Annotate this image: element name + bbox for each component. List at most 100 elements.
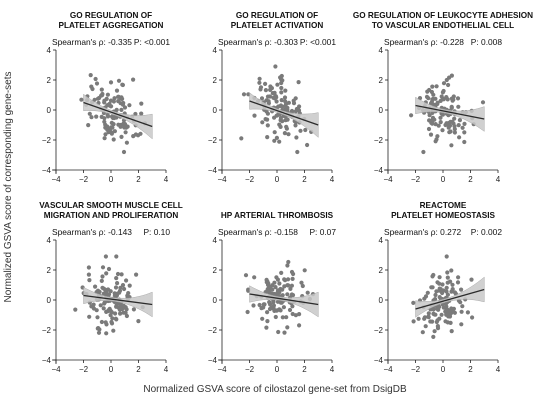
- data-point: [245, 309, 250, 315]
- data-point: [266, 281, 271, 286]
- p-value-label: P: 0.008: [471, 37, 503, 47]
- data-point: [119, 95, 124, 100]
- data-point: [297, 323, 302, 328]
- data-point: [282, 95, 288, 100]
- data-point: [271, 303, 276, 308]
- x-tick-label: 0: [109, 175, 114, 184]
- data-point: [275, 82, 280, 87]
- fit-line: [415, 288, 485, 310]
- x-tick-label: 0: [275, 175, 280, 184]
- data-point: [116, 99, 121, 104]
- data-point: [469, 277, 474, 282]
- data-point: [113, 311, 118, 316]
- data-point: [73, 307, 78, 312]
- data-point: [431, 334, 436, 339]
- data-point: [284, 117, 289, 122]
- data-point: [102, 300, 107, 305]
- y-tick-label: 0: [47, 106, 52, 115]
- data-point: [452, 130, 457, 135]
- data-point: [79, 97, 84, 102]
- y-tick-label: −4: [374, 166, 384, 175]
- data-point: [259, 96, 265, 101]
- data-point: [411, 319, 416, 324]
- data-point: [421, 149, 426, 155]
- data-point: [279, 98, 284, 103]
- data-point: [109, 125, 114, 130]
- data-point: [246, 287, 251, 292]
- y-tick-label: 0: [379, 296, 384, 305]
- p-value-label: P: 0.002: [471, 227, 503, 237]
- chart-panel-5: HP ARTERIAL THROMBOSIS Spearman's ρ: -0.1…: [208, 211, 336, 374]
- data-point: [271, 300, 276, 305]
- data-point: [119, 134, 124, 139]
- data-point: [449, 105, 454, 110]
- data-point: [113, 285, 119, 290]
- x-tick-label: 0: [275, 365, 280, 374]
- panel-title-line: TO VASCULAR ENDOTHELIAL CELL: [372, 21, 514, 30]
- data-point: [281, 305, 286, 310]
- data-point: [103, 132, 108, 137]
- data-point: [124, 140, 129, 145]
- data-point: [275, 112, 280, 118]
- data-point: [431, 272, 436, 278]
- data-point: [445, 97, 450, 102]
- spearman-rho-label: Spearman's ρ: -0.158: [218, 227, 298, 237]
- panel-title-line: PLATELET ACTIVATION: [231, 21, 324, 30]
- data-point: [273, 285, 278, 290]
- data-point: [119, 107, 124, 112]
- y-tick-label: −4: [42, 356, 52, 365]
- data-point: [262, 302, 267, 307]
- data-point: [289, 283, 294, 288]
- data-point: [277, 139, 282, 144]
- data-point: [450, 98, 455, 103]
- data-point: [444, 285, 449, 290]
- x-tick-label: 2: [302, 175, 307, 184]
- panel-title-line: REACTOME: [420, 201, 467, 210]
- data-point: [122, 105, 128, 110]
- fit-line: [83, 294, 153, 306]
- data-point: [121, 149, 127, 155]
- data-point: [118, 305, 123, 310]
- confidence-band: [83, 93, 153, 140]
- y-tick-label: 4: [379, 46, 384, 55]
- data-point: [445, 292, 450, 297]
- data-point: [436, 123, 441, 128]
- data-point: [430, 115, 436, 120]
- data-point: [95, 288, 101, 293]
- data-point: [267, 306, 273, 312]
- data-point: [109, 310, 114, 315]
- data-point: [270, 283, 275, 288]
- spearman-rho-label: Spearman's ρ: -0.303: [218, 37, 298, 47]
- data-point: [107, 101, 112, 107]
- data-point: [300, 283, 305, 289]
- data-point: [86, 123, 91, 128]
- y-tick-label: 4: [379, 236, 384, 245]
- data-point: [438, 120, 443, 125]
- y-axis-label: Normalized GSVA score of corresponding g…: [3, 71, 14, 302]
- data-point: [112, 96, 117, 101]
- data-point: [274, 275, 279, 280]
- panel-title-line: GO REGULATION OF LEUKOCYTE ADHESION: [353, 11, 533, 20]
- data-point: [239, 136, 244, 141]
- x-tick-label: −2: [245, 175, 255, 184]
- data-point: [257, 302, 262, 308]
- data-point: [296, 80, 301, 85]
- x-tick-label: −4: [217, 175, 227, 184]
- x-tick-label: 2: [468, 175, 473, 184]
- x-tick-label: 4: [330, 175, 335, 184]
- data-point: [480, 100, 486, 105]
- data-point: [462, 139, 467, 145]
- data-point: [435, 318, 440, 323]
- data-point: [429, 89, 434, 95]
- data-point: [120, 102, 125, 107]
- data-point: [109, 131, 114, 136]
- data-point: [302, 268, 307, 273]
- data-point: [409, 113, 414, 118]
- data-point: [94, 114, 99, 119]
- data-point: [444, 254, 449, 259]
- data-point: [105, 124, 110, 129]
- data-point: [121, 122, 126, 127]
